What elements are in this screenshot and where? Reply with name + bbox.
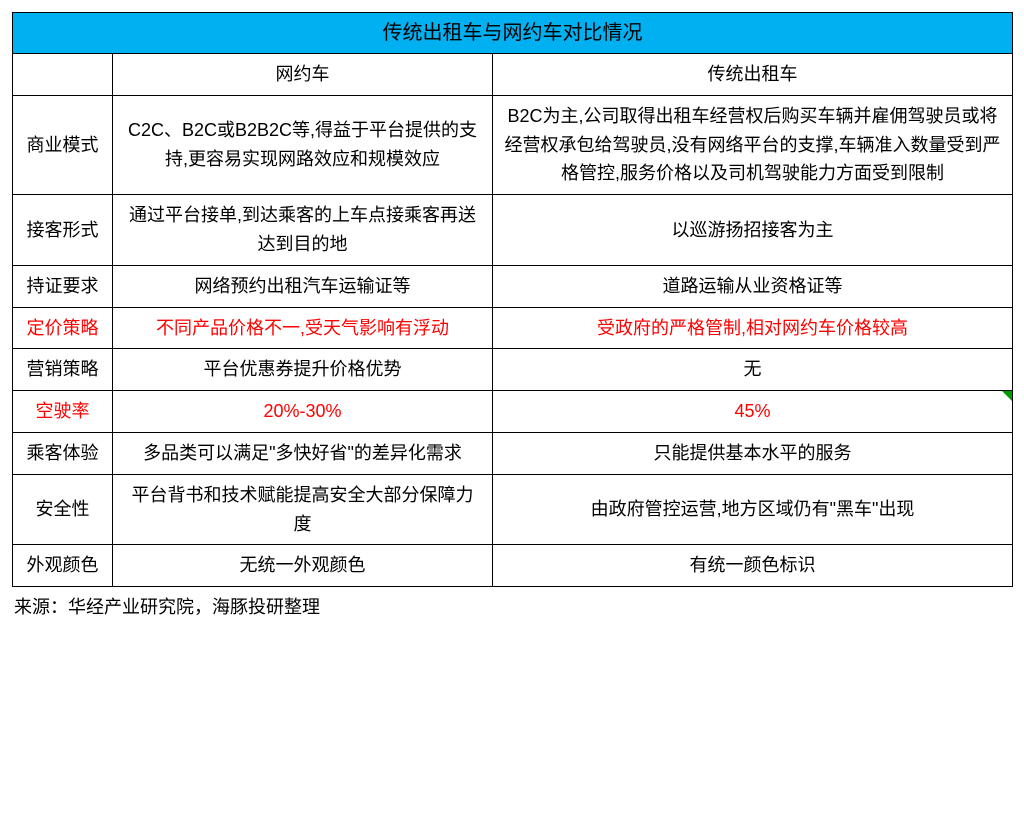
table-header-row: 网约车 传统出租车 [13, 54, 1013, 96]
header-col-a: 网约车 [113, 54, 493, 96]
table-row: 安全性平台背书和技术赋能提高安全大部分保障力度由政府管控运营,地方区域仍有"黑车… [13, 474, 1013, 545]
header-blank [13, 54, 113, 96]
row-col-a: 不同产品价格不一,受天气影响有浮动 [113, 307, 493, 349]
row-label: 持证要求 [13, 265, 113, 307]
row-col-a: 20%-30% [113, 391, 493, 433]
row-label: 商业模式 [13, 95, 113, 194]
row-label: 定价策略 [13, 307, 113, 349]
table-title: 传统出租车与网约车对比情况 [13, 13, 1013, 54]
row-label: 接客形式 [13, 195, 113, 266]
row-col-a: 多品类可以满足"多快好省"的差异化需求 [113, 432, 493, 474]
row-label: 空驶率 [13, 391, 113, 433]
row-col-b: B2C为主,公司取得出租车经营权后购买车辆并雇佣驾驶员或将经营权承包给驾驶员,没… [493, 95, 1013, 194]
table-row: 定价策略不同产品价格不一,受天气影响有浮动受政府的严格管制,相对网约车价格较高 [13, 307, 1013, 349]
row-label: 乘客体验 [13, 432, 113, 474]
comparison-table: 传统出租车与网约车对比情况 网约车 传统出租车 商业模式C2C、B2C或B2B2… [12, 12, 1013, 587]
table-row: 营销策略平台优惠券提升价格优势无 [13, 349, 1013, 391]
row-col-a: 平台背书和技术赋能提高安全大部分保障力度 [113, 474, 493, 545]
row-col-b: 以巡游扬招接客为主 [493, 195, 1013, 266]
header-col-b: 传统出租车 [493, 54, 1013, 96]
source-note: 来源：华经产业研究院，海豚投研整理 [12, 587, 1012, 619]
row-col-b: 受政府的严格管制,相对网约车价格较高 [493, 307, 1013, 349]
row-col-a: 平台优惠券提升价格优势 [113, 349, 493, 391]
table-row: 空驶率20%-30%45% [13, 391, 1013, 433]
corner-triangle-icon [1002, 391, 1012, 401]
row-label: 外观颜色 [13, 545, 113, 587]
row-col-b: 道路运输从业资格证等 [493, 265, 1013, 307]
row-label: 营销策略 [13, 349, 113, 391]
row-col-b: 无 [493, 349, 1013, 391]
row-label: 安全性 [13, 474, 113, 545]
table-row: 接客形式通过平台接单,到达乘客的上车点接乘客再送达到目的地以巡游扬招接客为主 [13, 195, 1013, 266]
row-col-a: 无统一外观颜色 [113, 545, 493, 587]
row-col-b: 只能提供基本水平的服务 [493, 432, 1013, 474]
row-col-b: 有统一颜色标识 [493, 545, 1013, 587]
table-row: 乘客体验多品类可以满足"多快好省"的差异化需求只能提供基本水平的服务 [13, 432, 1013, 474]
row-col-a: C2C、B2C或B2B2C等,得益于平台提供的支持,更容易实现网路效应和规模效应 [113, 95, 493, 194]
table-row: 商业模式C2C、B2C或B2B2C等,得益于平台提供的支持,更容易实现网路效应和… [13, 95, 1013, 194]
table-row: 持证要求网络预约出租汽车运输证等道路运输从业资格证等 [13, 265, 1013, 307]
table-row: 外观颜色无统一外观颜色有统一颜色标识 [13, 545, 1013, 587]
row-col-a: 通过平台接单,到达乘客的上车点接乘客再送达到目的地 [113, 195, 493, 266]
row-col-a: 网络预约出租汽车运输证等 [113, 265, 493, 307]
row-col-b: 由政府管控运营,地方区域仍有"黑车"出现 [493, 474, 1013, 545]
row-col-b: 45% [493, 391, 1013, 433]
